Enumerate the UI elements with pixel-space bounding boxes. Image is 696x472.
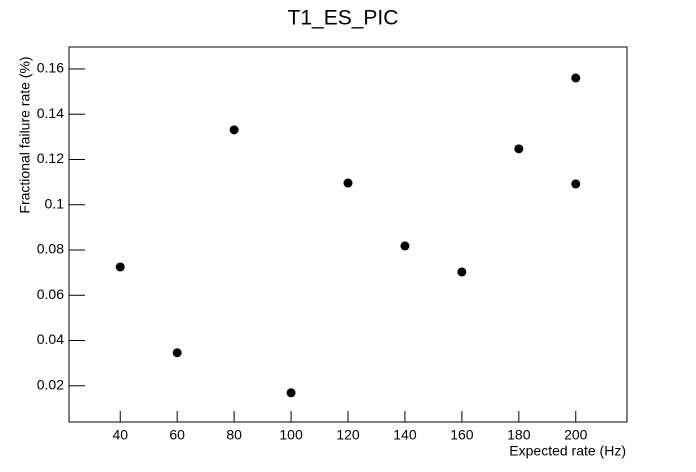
x-tick-label: 60 xyxy=(169,427,185,443)
y-tick-label: 0.02 xyxy=(37,376,64,392)
x-tick-label: 100 xyxy=(279,427,303,443)
point xyxy=(571,73,581,83)
y-tick-label: 0.06 xyxy=(37,286,64,302)
x-tick-label: 80 xyxy=(226,427,242,443)
point xyxy=(286,388,296,398)
x-tick-label: 160 xyxy=(450,427,474,443)
chart-title: T1_ES_PIC xyxy=(288,7,399,30)
y-tick-label: 0.04 xyxy=(37,331,64,347)
point xyxy=(172,348,182,358)
y-tick-label: 0.16 xyxy=(37,60,64,76)
y-tick-label: 0.14 xyxy=(37,105,64,121)
point xyxy=(343,178,353,188)
point xyxy=(571,179,581,189)
plot-frame xyxy=(68,46,628,423)
y-tick-label: 0.12 xyxy=(37,150,64,166)
x-tick-label: 180 xyxy=(507,427,531,443)
y-tick-label: 0.08 xyxy=(37,241,64,257)
y-axis-title: Fractional failure rate (%) xyxy=(17,56,33,213)
x-tick-label: 120 xyxy=(336,427,360,443)
point xyxy=(229,125,239,135)
x-axis-title: Expected rate (Hz) xyxy=(509,443,626,459)
point xyxy=(115,262,125,272)
point xyxy=(400,241,410,251)
y-tick-label: 0.1 xyxy=(45,195,65,211)
x-tick-label: 200 xyxy=(564,427,588,443)
point xyxy=(457,267,467,277)
point xyxy=(514,144,524,154)
x-tick-label: 40 xyxy=(112,427,128,443)
x-tick-label: 140 xyxy=(393,427,417,443)
